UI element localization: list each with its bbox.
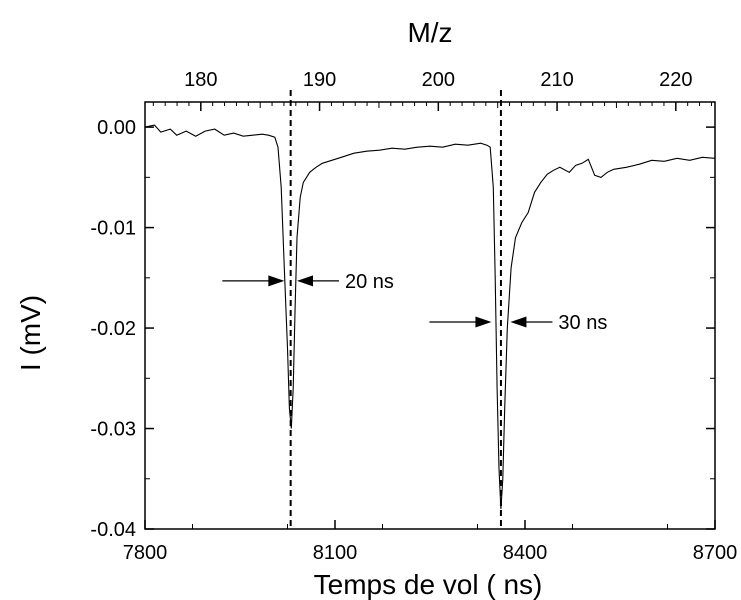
- width-arrow-left-head: [475, 316, 492, 328]
- top-axis: 180 190 200 210 220: [152, 69, 712, 111]
- bottom-axis: 7800 8100 8400 8700: [123, 520, 738, 564]
- plot-frame: [144, 101, 716, 530]
- y-tick-label: 0.00: [97, 117, 136, 139]
- top-tick-label: 200: [422, 69, 455, 91]
- width-arrow-right-head: [297, 275, 313, 287]
- y-tick-label: -0.04: [90, 519, 136, 541]
- width-arrow-left-head: [268, 275, 285, 287]
- top-axis-title: M/z: [407, 17, 452, 48]
- top-tick-label: 190: [303, 69, 336, 91]
- x-tick-label: 8700: [693, 542, 738, 564]
- y-tick-label: -0.02: [90, 318, 136, 340]
- annotations: 20 ns 30 ns: [222, 271, 607, 334]
- width-label: 20 ns: [345, 271, 394, 293]
- top-tick-label: 180: [184, 69, 217, 91]
- width-arrow-right-head: [510, 316, 527, 328]
- top-tick-label: 220: [659, 69, 692, 91]
- y-tick-label: -0.01: [90, 218, 136, 240]
- top-tick-label: 210: [540, 69, 573, 91]
- x-tick-label: 8400: [503, 542, 548, 564]
- y-tick-label: -0.03: [90, 419, 136, 441]
- x-tick-label: 7800: [123, 542, 168, 564]
- right-axis: [706, 126, 715, 530]
- y-axis-title: I (mV): [15, 295, 46, 371]
- reference-lines: [289, 90, 502, 529]
- left-axis: 0.00 -0.01 -0.02 -0.03 -0.04: [90, 117, 154, 541]
- x-axis-title: Temps de vol ( ns): [314, 569, 543, 600]
- x-tick-label: 8100: [313, 542, 358, 564]
- width-label: 30 ns: [558, 312, 607, 334]
- series-line: [144, 124, 716, 509]
